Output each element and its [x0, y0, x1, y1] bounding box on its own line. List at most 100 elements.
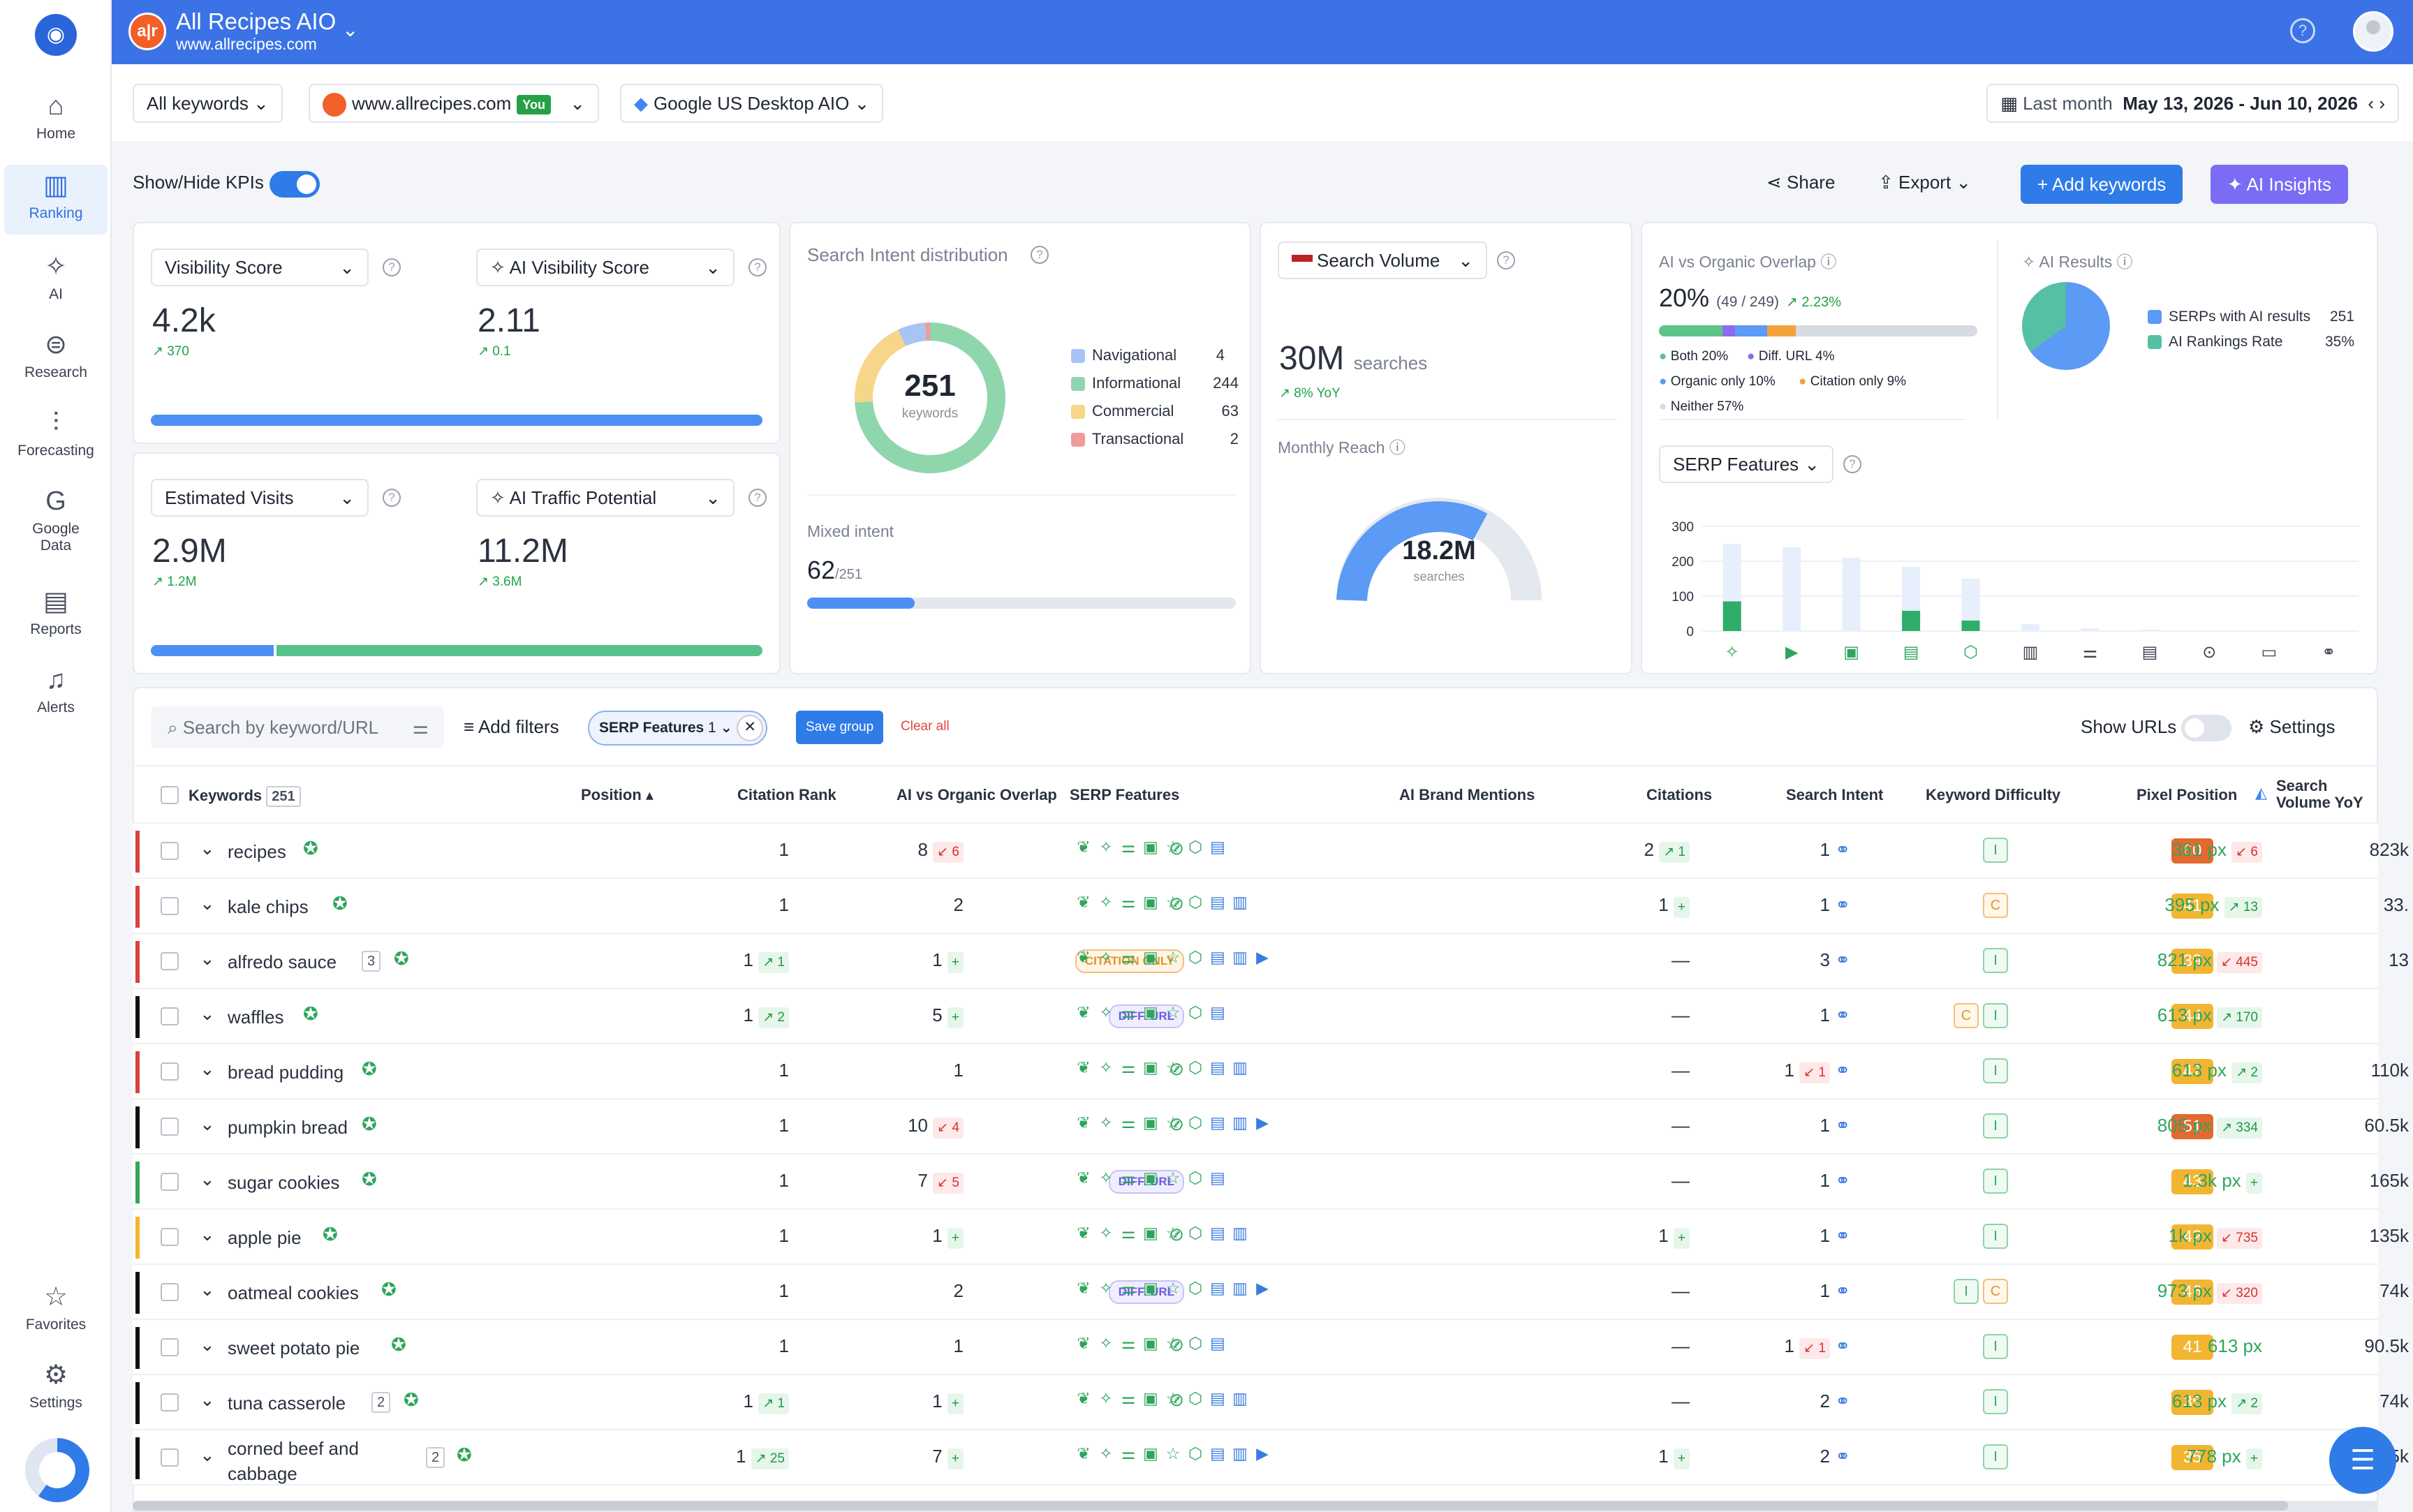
- col-keyword-difficulty[interactable]: Keyword Difficulty: [1926, 786, 2061, 803]
- row-checkbox[interactable]: [161, 1173, 179, 1191]
- filter-settings-icon[interactable]: ⚌: [412, 717, 429, 738]
- row-checkbox[interactable]: [161, 842, 179, 860]
- row-checkbox[interactable]: [161, 1283, 179, 1301]
- expand-chevron-icon[interactable]: ⌄: [200, 893, 215, 914]
- add-keywords-button[interactable]: + Add keywords: [2021, 165, 2183, 204]
- keyword-name[interactable]: alfredo sauce: [228, 951, 337, 972]
- row-checkbox[interactable]: [161, 1448, 179, 1467]
- share-button[interactable]: ⋖ Share: [1766, 172, 1836, 193]
- table-row[interactable]: ⌄ sweet potato pie ✪ 1 1 ⊘ ❦ ✧ ⚌ ▣ ☆ ⬡ ▤ —1 ↙ 1 ⚭ I 41 6…: [133, 1320, 2409, 1375]
- col-position[interactable]: Position ▴: [581, 786, 654, 803]
- row-checkbox[interactable]: [161, 1338, 179, 1356]
- save-group-button[interactable]: Save group: [796, 711, 884, 744]
- keyword-name[interactable]: sweet potato pie: [228, 1337, 360, 1358]
- table-row[interactable]: ⌄ sugar cookies ✪ 1 7 ↙ 5 DIFF. URL ❦ ✧ ⚌ ▣ ☆ ⬡ ▤ — 1 …: [133, 1155, 2409, 1210]
- show-urls-toggle[interactable]: [2181, 715, 2231, 741]
- search-volume-select[interactable]: Search Volume ⌄: [1278, 242, 1487, 279]
- chat-icon[interactable]: ☰: [2329, 1427, 2396, 1494]
- sidebar-item-alerts[interactable]: ♫ Alerts: [0, 665, 112, 716]
- serp-features-select[interactable]: SERP Features ⌄: [1659, 445, 1833, 483]
- expand-chevron-icon[interactable]: ⌄: [200, 1444, 215, 1465]
- table-row[interactable]: ⌄ kale chips ✪ 1 2 ⊘ ❦ ✧ ⚌ ▣ ☆ ⬡ ▤ ▥ 1 + 1 ⚭ C 41 395 px ↗…: [133, 879, 2409, 934]
- help-icon[interactable]: ?: [2290, 18, 2315, 43]
- help-icon[interactable]: ?: [1497, 251, 1515, 269]
- horizontal-scrollbar[interactable]: [133, 1501, 2378, 1511]
- row-checkbox[interactable]: [161, 1062, 179, 1081]
- sidebar-item-reports[interactable]: ▤ Reports: [0, 586, 112, 638]
- keywords-filter[interactable]: All keywords ⌄: [133, 84, 283, 123]
- domain-filter[interactable]: www.allrecipes.com You ⌄: [309, 84, 599, 123]
- sidebar-item-home[interactable]: ⌂ Home: [0, 91, 112, 142]
- col-ai-brand-mentions[interactable]: AI Brand Mentions: [1399, 786, 1535, 803]
- serp-features-chip[interactable]: SERP Features 1 ⌄ ✕: [588, 711, 768, 746]
- clear-all-link[interactable]: Clear all: [901, 719, 950, 734]
- close-icon[interactable]: ✕: [737, 715, 764, 741]
- expand-chevron-icon[interactable]: ⌄: [200, 1389, 215, 1410]
- keyword-name[interactable]: corned beef and cabbage: [228, 1438, 359, 1484]
- table-row[interactable]: ⌄ recipes ✪ 1 8 ↙ 6 ⊘ ❦ ✧ ⚌ ▣ ☆ ⬡ ▤ 2 ↗ 1 1 ⚭ I 60 361 px…: [133, 824, 2409, 879]
- row-checkbox[interactable]: [161, 897, 179, 915]
- row-checkbox[interactable]: [161, 952, 179, 970]
- ai-traffic-potential-select[interactable]: ✧ AI Traffic Potential ⌄: [476, 479, 735, 517]
- table-row[interactable]: ⌄ corned beef and cabbage 2 ✪ 1 ↗ 25 7 + ❦ ✧ ⚌ ▣ ☆…: [133, 1430, 2409, 1485]
- row-checkbox[interactable]: [161, 1118, 179, 1136]
- keyword-name[interactable]: recipes: [228, 841, 286, 862]
- help-icon[interactable]: ?: [1843, 455, 1861, 473]
- row-checkbox[interactable]: [161, 1393, 179, 1411]
- help-icon[interactable]: ?: [383, 489, 401, 507]
- table-row[interactable]: ⌄ oatmeal cookies ✪ 1 2 DIFF. URL ❦ ✧ ⚌ ▣ ☆ ⬡ ▤ ▥ ▶ — 1 …: [133, 1265, 2409, 1320]
- project-title[interactable]: All Recipes AIO: [176, 8, 337, 34]
- expand-chevron-icon[interactable]: ⌄: [200, 1003, 215, 1024]
- sidebar-item-forecasting[interactable]: ⫶ Forecasting: [0, 408, 112, 459]
- sidebar-item-ranking[interactable]: ▥ Ranking: [4, 165, 108, 235]
- col-keywords[interactable]: Keywords 251: [189, 786, 301, 807]
- chevron-down-icon[interactable]: ⌄: [342, 19, 359, 40]
- sidebar-item-research[interactable]: ⊜ Research: [0, 329, 112, 381]
- keyword-name[interactable]: sugar cookies: [228, 1172, 340, 1193]
- col-search-intent[interactable]: Search Intent: [1786, 786, 1884, 803]
- help-icon[interactable]: ?: [383, 258, 401, 276]
- keyword-name[interactable]: oatmeal cookies: [228, 1282, 359, 1303]
- expand-chevron-icon[interactable]: ⌄: [200, 1058, 215, 1079]
- expand-chevron-icon[interactable]: ⌄: [200, 1169, 215, 1189]
- visibility-score-select[interactable]: Visibility Score ⌄: [151, 249, 369, 286]
- help-icon[interactable]: ?: [748, 258, 767, 276]
- ai-insights-button[interactable]: ✦ AI Insights: [2211, 165, 2348, 204]
- keyword-name[interactable]: tuna casserole: [228, 1393, 346, 1414]
- kpi-toggle[interactable]: [270, 171, 320, 198]
- row-checkbox[interactable]: [161, 1007, 179, 1025]
- keyword-name[interactable]: bread pudding: [228, 1062, 344, 1083]
- table-row[interactable]: ⌄ bread pudding ✪ 1 1 ⊘ ❦ ✧ ⚌ ▣ ☆ ⬡ ▤ ▥ —1 ↙ 1 ⚭ I 47 613…: [133, 1044, 2409, 1099]
- col-search-volume[interactable]: ◭ Search Volume YoY: [2255, 777, 2363, 811]
- export-button[interactable]: ⇪ Export ⌄: [1878, 172, 1972, 193]
- chevron-left-icon[interactable]: ‹: [2368, 93, 2375, 114]
- date-range-picker[interactable]: ▦ Last month May 13, 2026 - Jun 10, 2026…: [1986, 84, 2399, 123]
- expand-chevron-icon[interactable]: ⌄: [200, 838, 215, 859]
- settings-button[interactable]: ⚙ Settings: [2248, 716, 2335, 737]
- col-serp-features[interactable]: SERP Features: [1070, 786, 1180, 803]
- col-overlap[interactable]: AI vs Organic Overlap: [896, 786, 1057, 803]
- select-all-checkbox[interactable]: [161, 786, 179, 804]
- sidebar-item-google-data[interactable]: G Google Data: [0, 486, 112, 554]
- ai-visibility-score-select[interactable]: ✧ AI Visibility Score ⌄: [476, 249, 735, 286]
- expand-chevron-icon[interactable]: ⌄: [200, 1113, 215, 1134]
- chevron-right-icon[interactable]: ›: [2379, 93, 2385, 114]
- search-input[interactable]: ⌕ Search by keyword/URL ⚌: [151, 706, 444, 748]
- col-citations[interactable]: Citations: [1646, 786, 1713, 803]
- help-icon[interactable]: ?: [1031, 246, 1049, 264]
- sidebar-item-ai[interactable]: ✧ AI: [0, 251, 112, 303]
- expand-chevron-icon[interactable]: ⌄: [200, 1334, 215, 1355]
- col-pixel-position[interactable]: Pixel Position: [2137, 786, 2238, 803]
- expand-chevron-icon[interactable]: ⌄: [200, 948, 215, 969]
- keyword-name[interactable]: apple pie: [228, 1227, 302, 1248]
- table-row[interactable]: ⌄ pumpkin bread ✪ 1 10 ↙ 4 ⊘ ❦ ✧ ⚌ ▣ ☆ ⬡ ▤ ▥ ▶ — 1 ⚭ I 51 8…: [133, 1099, 2409, 1155]
- keyword-name[interactable]: kale chips: [228, 896, 309, 917]
- engine-filter[interactable]: ◆ Google US Desktop AIO ⌄: [620, 84, 884, 123]
- sidebar-item-favorites[interactable]: ☆ Favorites: [0, 1282, 112, 1333]
- keyword-name[interactable]: waffles: [228, 1007, 284, 1028]
- brand-logo-icon[interactable]: ◉: [35, 14, 77, 56]
- table-row[interactable]: ⌄ apple pie ✪ 1 1 + ⊘ ❦ ✧ ⚌ ▣ ☆ ⬡ ▤ ▥ 1 +1 ⚭ I 42 1k px ↙…: [133, 1210, 2409, 1265]
